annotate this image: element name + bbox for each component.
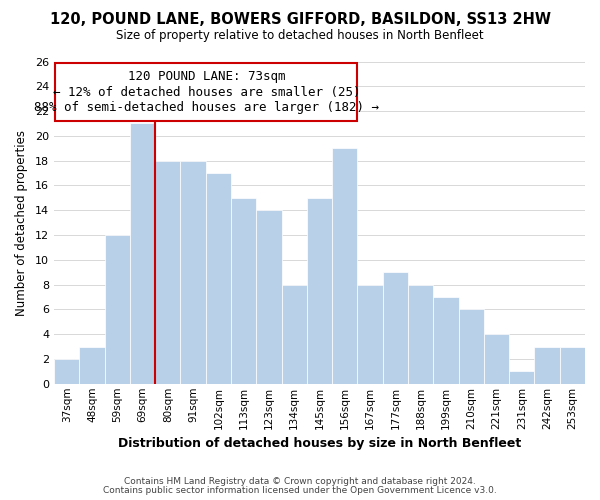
Text: ← 12% of detached houses are smaller (25): ← 12% of detached houses are smaller (25… — [53, 86, 360, 98]
Bar — [458, 310, 484, 384]
Y-axis label: Number of detached properties: Number of detached properties — [15, 130, 28, 316]
Text: 88% of semi-detached houses are larger (182) →: 88% of semi-detached houses are larger (… — [34, 101, 379, 114]
Text: 120 POUND LANE: 73sqm: 120 POUND LANE: 73sqm — [128, 70, 285, 83]
FancyBboxPatch shape — [55, 62, 358, 121]
Bar — [560, 346, 585, 384]
Bar — [231, 198, 256, 384]
Bar — [206, 173, 231, 384]
Bar — [332, 148, 358, 384]
Bar — [281, 284, 307, 384]
Bar — [130, 124, 155, 384]
X-axis label: Distribution of detached houses by size in North Benfleet: Distribution of detached houses by size … — [118, 437, 521, 450]
Text: Contains HM Land Registry data © Crown copyright and database right 2024.: Contains HM Land Registry data © Crown c… — [124, 477, 476, 486]
Bar — [509, 372, 535, 384]
Text: Size of property relative to detached houses in North Benfleet: Size of property relative to detached ho… — [116, 29, 484, 42]
Bar — [155, 160, 181, 384]
Bar — [104, 235, 130, 384]
Bar — [54, 359, 79, 384]
Bar — [358, 284, 383, 384]
Text: Contains public sector information licensed under the Open Government Licence v3: Contains public sector information licen… — [103, 486, 497, 495]
Bar — [535, 346, 560, 384]
Bar — [256, 210, 281, 384]
Bar — [383, 272, 408, 384]
Bar — [408, 284, 433, 384]
Bar — [433, 297, 458, 384]
Bar — [79, 346, 104, 384]
Bar — [307, 198, 332, 384]
Text: 120, POUND LANE, BOWERS GIFFORD, BASILDON, SS13 2HW: 120, POUND LANE, BOWERS GIFFORD, BASILDO… — [49, 12, 551, 28]
Bar — [484, 334, 509, 384]
Bar — [181, 160, 206, 384]
